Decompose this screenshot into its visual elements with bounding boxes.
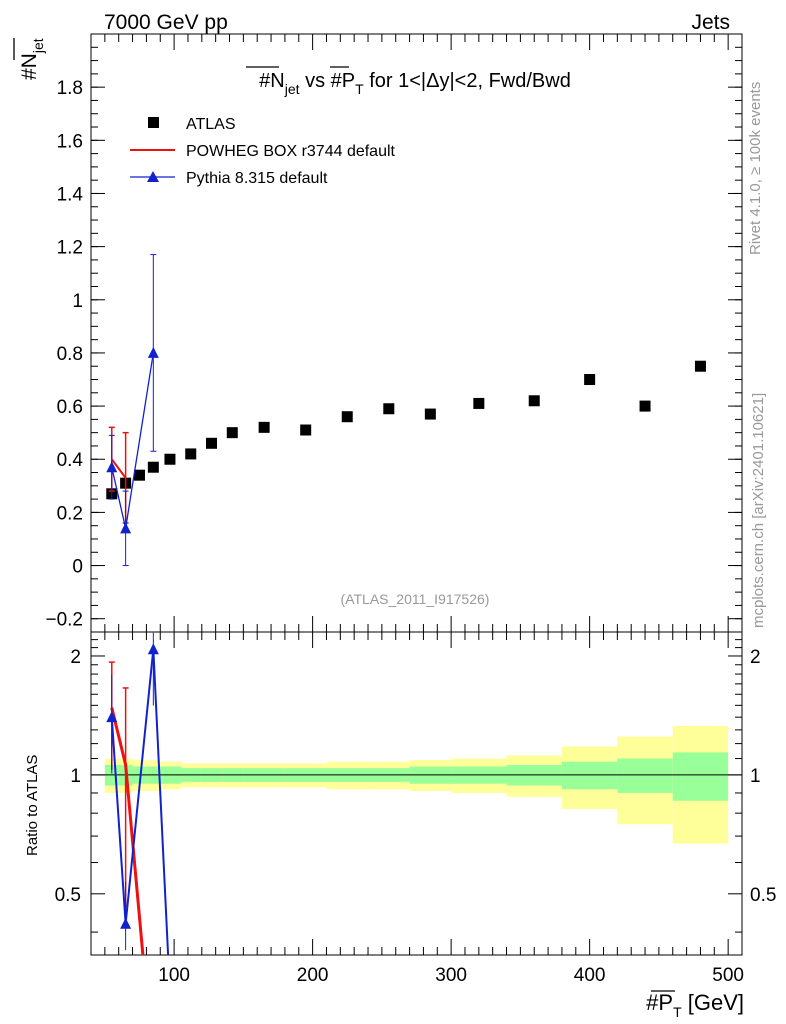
header-right: Jets	[691, 11, 730, 34]
ratio-ticks: 0.5 0.5 1 1 2 2 100 200 300 400 500	[55, 632, 776, 986]
ratio-bands	[91, 725, 742, 844]
ratio-ytick-label-left: 2	[70, 647, 81, 668]
main-ticks: −0.2 0 0.2 0.4 0.6 0.8 1 1.2 1.4 1.6 1.8	[45, 33, 742, 633]
watermark: (ATLAS_2011_I917526)	[341, 591, 490, 607]
main-ytick-label: 1	[72, 291, 83, 312]
pythia-point	[147, 346, 159, 358]
ratio-ytick-label-right: 2	[750, 647, 761, 668]
ratio-band-inner	[672, 752, 729, 801]
pythia-point	[106, 461, 118, 473]
atlas-point	[473, 397, 485, 409]
main-ytick-label: 1.8	[57, 78, 83, 99]
ratio-ytick-label-right: 1	[750, 766, 761, 787]
side-text-lower: mcplots.cern.ch [arXiv:2401.10621]	[750, 393, 767, 628]
atlas-point	[639, 400, 651, 412]
main-ytick-label: 0.8	[57, 344, 83, 365]
legend-atlas-label: ATLAS	[186, 116, 236, 133]
main-ytick-label: 0.2	[57, 503, 83, 524]
main-ytick-label: 1.6	[57, 131, 83, 152]
atlas-point	[584, 374, 596, 386]
legend-pythia-label: Pythia 8.315 default	[186, 170, 328, 187]
xtick-label: 500	[712, 965, 744, 986]
atlas-point	[424, 408, 436, 420]
main-ytick-label: 0	[72, 557, 83, 578]
pythia-point	[120, 522, 132, 534]
main-ytick-label: 1.4	[57, 184, 84, 205]
xtick-label: 400	[574, 965, 606, 986]
main-ytick-label: 0.6	[57, 397, 83, 418]
xtick-label: 200	[297, 965, 329, 986]
pythia-line	[111, 352, 154, 529]
powheg-line	[110, 458, 127, 479]
atlas-point	[694, 360, 706, 372]
xlabel: #PT [GeV]	[646, 990, 744, 1020]
ratio-frame	[90, 631, 743, 956]
atlas-point	[147, 461, 159, 473]
atlas-point	[164, 453, 176, 465]
atlas-point	[341, 411, 353, 423]
powheg-ratio-line	[110, 707, 145, 955]
ratio-band-inner	[617, 758, 673, 793]
atlas-point	[206, 437, 218, 449]
ylabel-main: #Njet	[18, 38, 46, 80]
ratio-ytick-label-left: 1	[70, 766, 81, 787]
legend-pythia-marker	[147, 171, 159, 182]
atlas-point	[258, 421, 270, 433]
main-ytick-label: 1.2	[57, 238, 83, 259]
main-ytick-label: −0.2	[45, 610, 83, 631]
ratio-ytick-label-right: 0.5	[750, 885, 776, 906]
xtick-label: 300	[435, 965, 467, 986]
atlas-point	[226, 427, 238, 439]
atlas-point	[300, 424, 312, 436]
atlas-point	[383, 403, 395, 415]
ylabel-ratio: Ratio to ATLAS	[24, 755, 41, 856]
plot-title: #Njet vs #PT for 1<|Δy|<2, Fwd/Bwd	[259, 70, 571, 97]
legend-powheg-label: POWHEG BOX r3744 default	[186, 143, 396, 160]
pythia-ratio-point	[147, 643, 159, 655]
pythia-ratio-point	[120, 917, 132, 929]
atlas-point	[133, 469, 145, 481]
main-panel: −0.2 0 0.2 0.4 0.6 0.8 1 1.2 1.4 1.6 1.8	[45, 33, 743, 633]
pythia-ratio-point	[106, 711, 118, 723]
atlas-point	[528, 395, 540, 407]
ratio-panel: 0.5 0.5 1 1 2 2 100 200 300 400 500	[55, 631, 776, 986]
xtick-label: 100	[158, 965, 190, 986]
atlas-point	[185, 448, 197, 460]
ratio-band-inner	[561, 761, 618, 790]
header-left: 7000 GeV pp	[104, 11, 228, 34]
legend: ATLAS POWHEG BOX r3744 default Pythia 8.…	[130, 116, 396, 187]
main-data	[106, 254, 706, 567]
ratio-ytick-label-left: 0.5	[55, 885, 81, 906]
legend-atlas-marker	[148, 117, 159, 128]
pythia-ratio-line	[110, 649, 170, 955]
main-ytick-label: 0.4	[57, 450, 84, 471]
ratio-data	[106, 632, 170, 955]
side-text-upper: Rivet 4.1.0, ≥ 100k events	[747, 82, 764, 255]
